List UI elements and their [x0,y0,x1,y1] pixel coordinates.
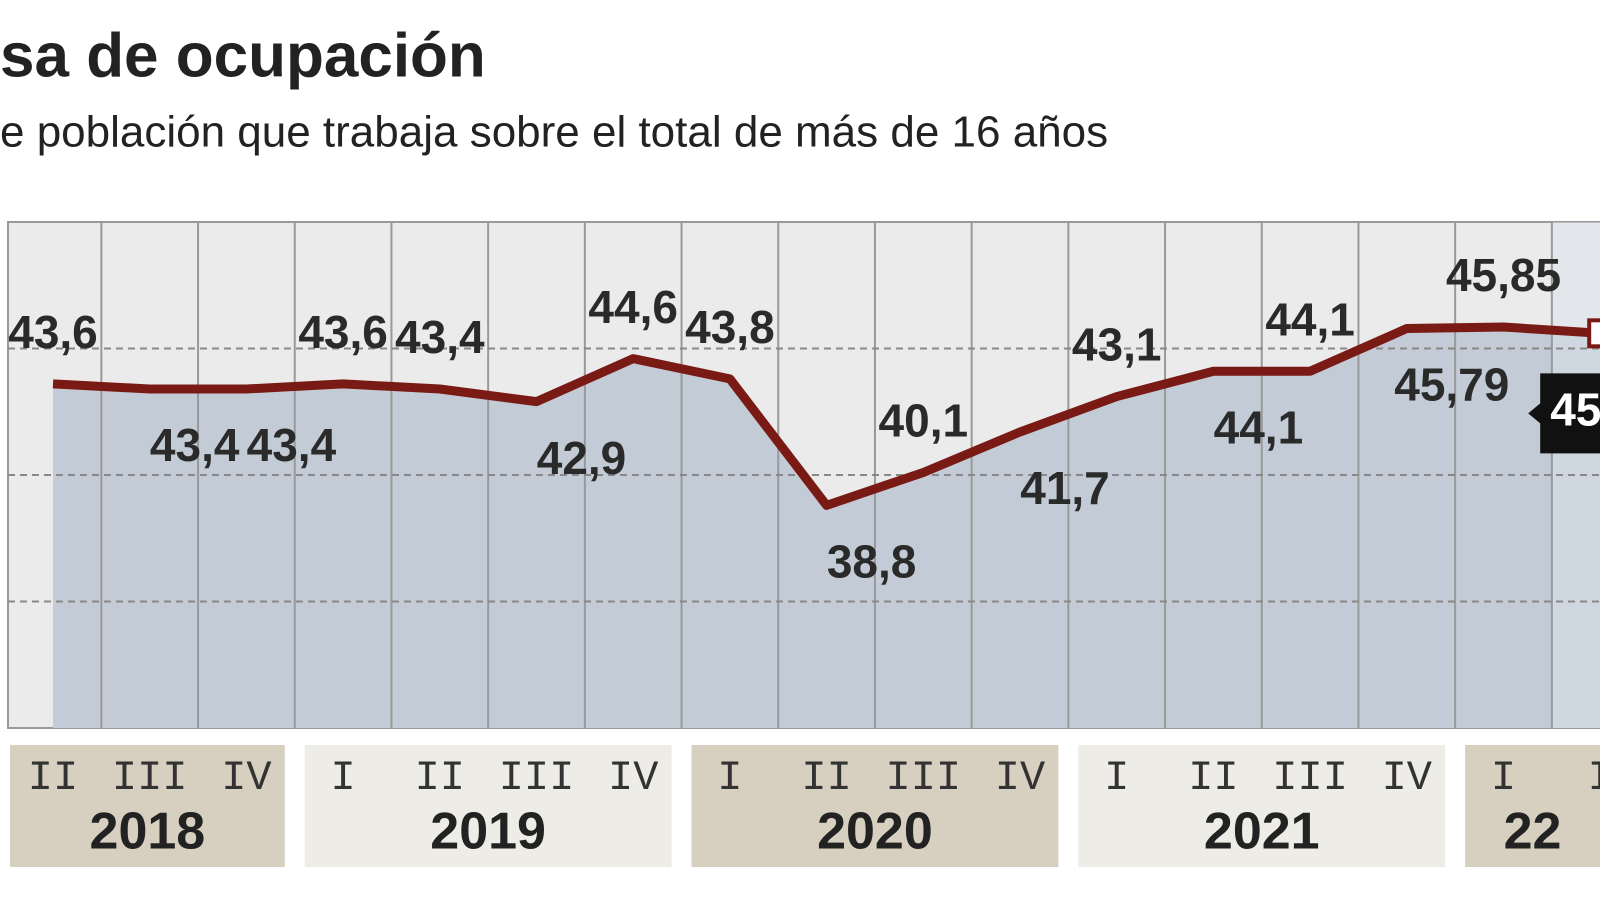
data-label: 43,6 [298,306,388,358]
year-band [10,745,285,867]
quarter-label: III [885,754,961,802]
quarter-label: III [112,754,188,802]
data-label: 45,79 [1394,359,1509,411]
data-label: 45, [1550,383,1600,435]
line [52,322,1600,510]
data-label: 43,1 [1072,319,1162,371]
end-marker [1587,318,1600,349]
year-band [1465,745,1600,867]
quarter-label: I [330,754,355,802]
year-label: 22 [1504,803,1562,861]
quarter-label: II [415,754,465,802]
data-label: 38,8 [827,536,917,588]
chart-title: sa de ocupación [0,21,486,90]
data-label: 44,6 [588,281,678,333]
data-label: 41,7 [1020,462,1110,514]
quarter-label: IV [221,754,271,802]
data-label: 43,6 [8,306,98,358]
data-label: 44,1 [1265,293,1355,345]
year-band [1078,745,1446,867]
data-label: 42,9 [537,432,627,484]
quarter-label: III [1272,754,1348,802]
year-label: 2019 [430,803,546,861]
data-label: 45,85 [1446,249,1561,301]
quarter-label: IV [1382,754,1432,802]
data-label: 44,1 [1214,401,1304,453]
data-label: 40,1 [879,395,969,447]
year-band [691,745,1059,867]
data-label: 43,4 [395,311,485,363]
quarter-label: III [499,754,575,802]
callout-box [1528,373,1600,454]
area [53,326,1600,728]
data-label: 43,8 [685,301,775,353]
quarter-label: I [1491,754,1516,802]
data-label: 43,4 [247,419,337,471]
quarter-label: I [717,754,742,802]
quarter-label: II [28,754,78,802]
chart-subtitle: e población que trabaja sobre el total d… [0,108,1108,157]
quarter-label: IV [608,754,658,802]
quarter-label: II [1188,754,1238,802]
quarter-label: II [801,754,851,802]
quarter-label: I [1104,754,1129,802]
year-band [304,745,672,867]
year-label: 2021 [1204,803,1320,861]
year-label: 2018 [90,803,206,861]
quarter-label: IV [995,754,1045,802]
data-label: 43,4 [150,419,240,471]
quarter-label: I [1588,754,1600,802]
year-label: 2020 [817,803,933,861]
